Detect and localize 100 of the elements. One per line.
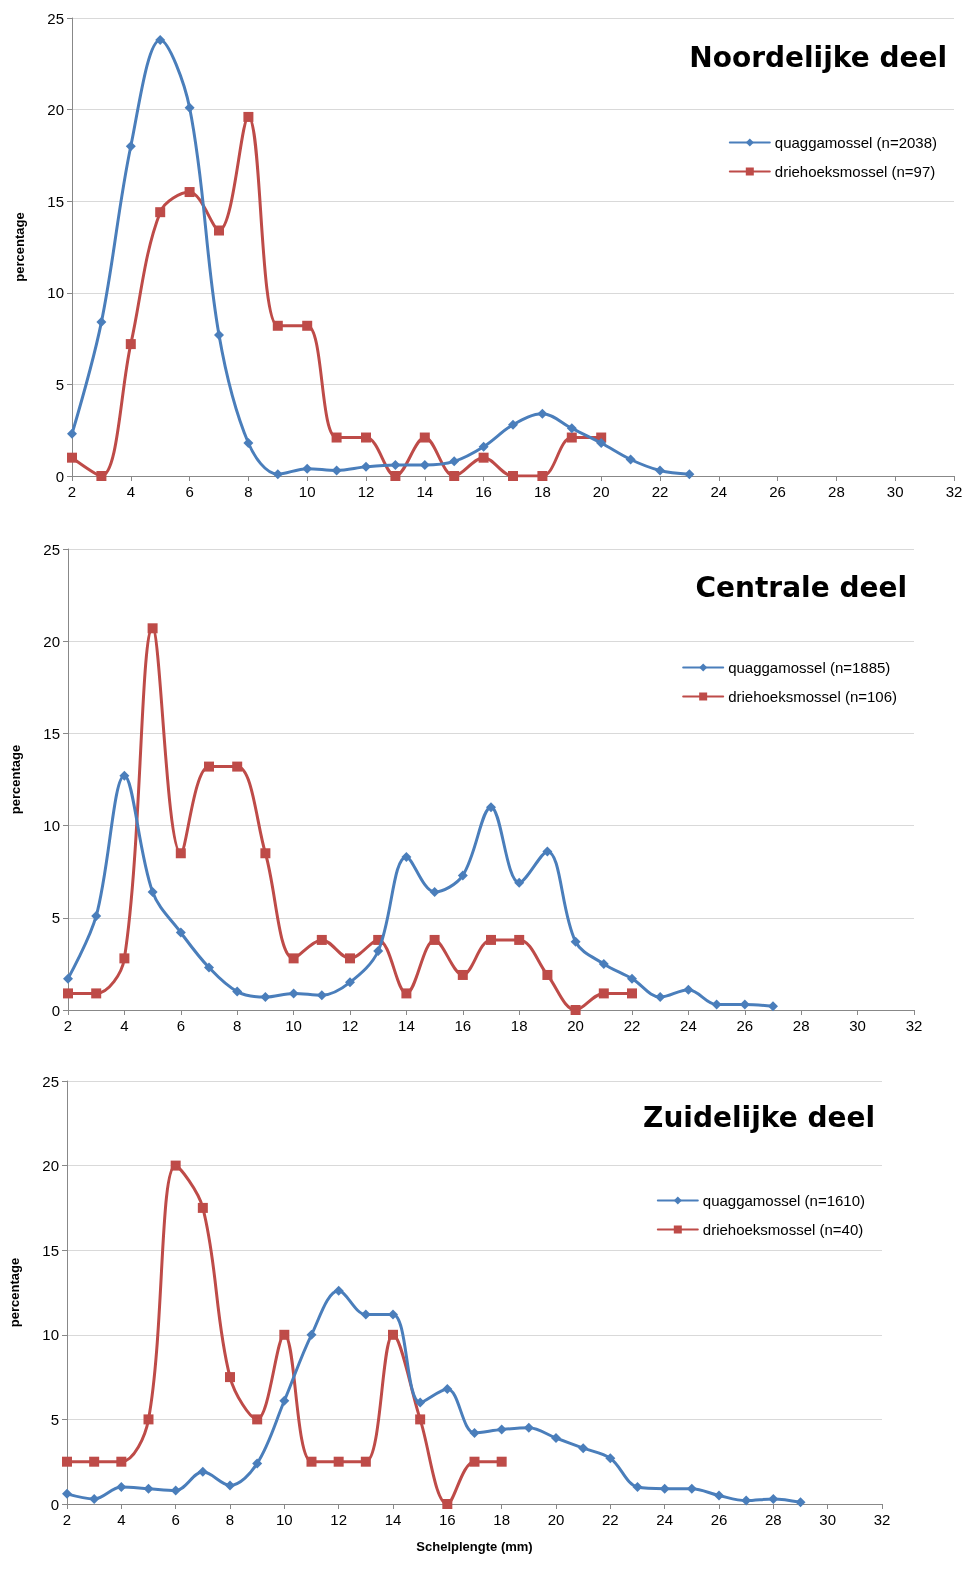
point — [360, 1309, 371, 1320]
point — [469, 1456, 480, 1467]
x-tick-label: 16 — [454, 1017, 472, 1034]
point — [331, 432, 342, 443]
point — [390, 460, 401, 471]
x-tick-label: 4 — [126, 483, 135, 500]
x-tick-label: 24 — [710, 483, 728, 500]
point — [345, 953, 355, 964]
point — [316, 990, 327, 1001]
point — [125, 141, 136, 152]
point — [302, 463, 313, 474]
point — [279, 1395, 290, 1406]
x-tick-label: 32 — [945, 483, 963, 500]
point — [67, 428, 77, 439]
point — [125, 339, 136, 350]
point — [429, 886, 440, 897]
point — [243, 438, 254, 449]
point — [478, 452, 489, 463]
point — [684, 469, 695, 480]
legend-label: driehoeksmossel (n=40) — [702, 1221, 864, 1238]
y-tick-label: 0 — [50, 1495, 59, 1513]
point — [596, 438, 607, 449]
point — [204, 761, 214, 772]
text: Zuidelijke deel — [643, 1100, 875, 1134]
point — [449, 471, 460, 481]
x-tick-label: 20 — [592, 483, 610, 500]
x-tick-label: 26 — [769, 483, 786, 500]
point — [62, 1488, 72, 1499]
point — [143, 1414, 154, 1425]
point — [449, 456, 460, 467]
point — [632, 1482, 643, 1493]
point — [272, 320, 283, 331]
point — [523, 1422, 534, 1433]
x-tick-label: 22 — [623, 1017, 641, 1034]
x-tick-label: 14 — [384, 1511, 402, 1528]
point — [566, 432, 577, 443]
y-tick-label: 5 — [50, 1410, 59, 1428]
point — [288, 988, 299, 999]
x-tick-label: 30 — [886, 483, 904, 500]
y-axis-title: percentage — [8, 744, 23, 815]
x-tick-label: 20 — [567, 1017, 584, 1034]
text: Noordelijke deel — [689, 40, 948, 74]
point — [232, 986, 243, 997]
y-tick-label: 5 — [55, 375, 64, 393]
y-tick-label: 20 — [47, 101, 64, 119]
point — [627, 988, 637, 999]
point — [155, 207, 166, 218]
point — [204, 962, 214, 973]
point — [147, 886, 158, 897]
point — [345, 977, 355, 988]
point — [566, 423, 577, 434]
y-tick-label: 15 — [42, 1241, 59, 1259]
point — [537, 471, 548, 481]
point — [578, 1443, 589, 1454]
point — [457, 870, 468, 881]
point — [486, 934, 496, 945]
x-tick-label: 20 — [547, 1511, 565, 1528]
x-tick-label: 18 — [534, 483, 551, 500]
legend-label: driehoeksmossel (n=97) — [774, 163, 936, 180]
point — [306, 1456, 317, 1467]
y-tick-label: 5 — [51, 909, 60, 927]
point — [598, 958, 609, 969]
x-tick-label: 32 — [873, 1511, 891, 1528]
point — [272, 469, 283, 480]
point — [67, 452, 77, 463]
point — [401, 988, 412, 999]
x-tick-label: 10 — [285, 1017, 302, 1034]
point — [605, 1453, 616, 1464]
point — [91, 910, 102, 921]
point — [401, 851, 412, 862]
y-axis-title: percentage — [12, 212, 27, 282]
legend-label: quaggamossel (n=2038) — [774, 134, 938, 151]
x-tick-label: 24 — [680, 1017, 697, 1034]
point — [243, 111, 254, 122]
point — [63, 988, 73, 999]
point — [570, 936, 581, 947]
point — [333, 1285, 344, 1296]
point — [197, 1466, 208, 1477]
point — [333, 1456, 344, 1467]
x-tick-label: 24 — [656, 1511, 674, 1528]
x-tick-label: 8 — [244, 483, 253, 500]
point — [155, 34, 166, 45]
point — [388, 1309, 398, 1320]
point — [89, 1456, 100, 1467]
x-tick-label: 28 — [792, 1017, 810, 1034]
x-tick-label: 14 — [398, 1017, 415, 1034]
point — [514, 934, 525, 945]
y-tick-label: 25 — [47, 9, 64, 27]
point — [390, 471, 401, 481]
x-tick-label: 26 — [710, 1511, 728, 1528]
x-tick-label: 16 — [475, 483, 492, 500]
point — [551, 1433, 561, 1444]
x-tick-label: 8 — [233, 1017, 242, 1034]
point — [331, 465, 342, 476]
y-tick-label: 25 — [43, 540, 60, 558]
point — [175, 848, 186, 859]
point — [316, 934, 327, 945]
point — [63, 973, 73, 984]
point — [714, 1490, 724, 1501]
point — [514, 877, 525, 888]
